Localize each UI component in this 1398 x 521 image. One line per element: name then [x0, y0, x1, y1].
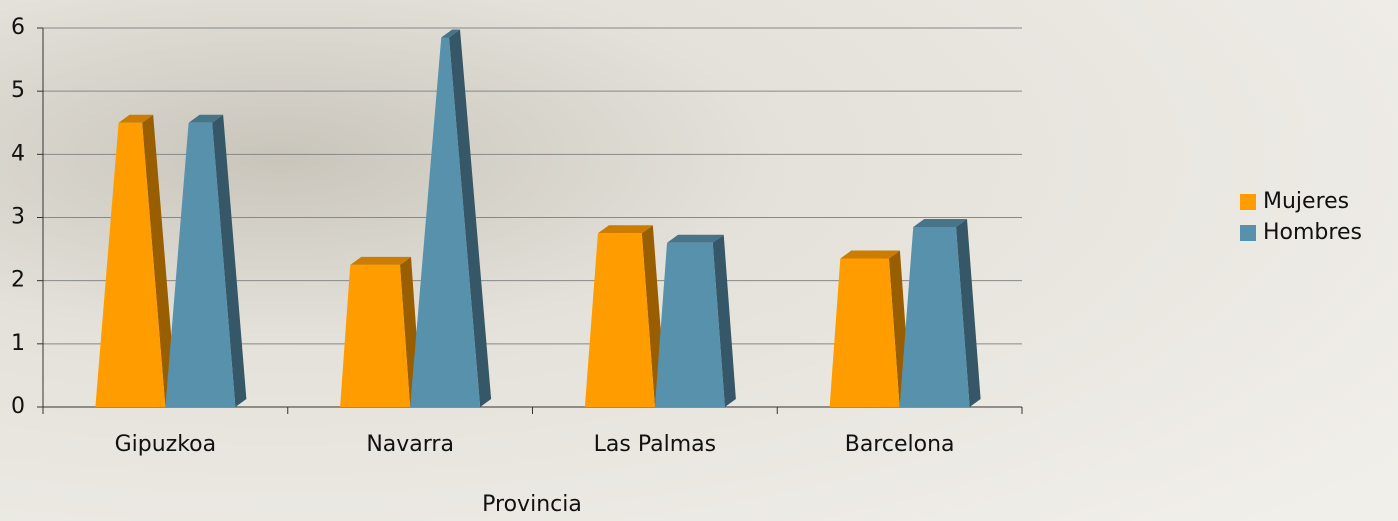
- bar-top: [441, 29, 460, 38]
- x-tick-label: Navarra: [366, 432, 454, 457]
- bar-top: [840, 250, 900, 259]
- bar-side: [712, 234, 736, 407]
- bar-side: [956, 218, 981, 407]
- y-tick-label: 5: [11, 78, 25, 103]
- y-tick-label: 2: [11, 268, 25, 293]
- bar: [165, 122, 236, 407]
- legend-swatch: [1240, 225, 1256, 241]
- bar-top: [667, 234, 724, 243]
- x-tick-label: Barcelona: [845, 432, 955, 457]
- legend-label: Mujeres: [1263, 189, 1349, 214]
- bar: [829, 258, 900, 407]
- legend-swatch: [1240, 194, 1256, 210]
- bar: [410, 37, 481, 407]
- bar: [899, 226, 970, 407]
- x-axis-title: Provincia: [482, 492, 582, 517]
- legend-label: Hombres: [1263, 220, 1362, 245]
- y-tick-label: 3: [11, 205, 25, 230]
- bar: [584, 233, 655, 407]
- y-tick-label: 1: [11, 331, 25, 356]
- y-tick-label: 0: [11, 394, 25, 419]
- bar-top: [913, 218, 967, 227]
- y-tick-label: 6: [11, 15, 25, 40]
- bar-side: [449, 29, 492, 407]
- bar-top: [118, 114, 154, 123]
- x-tick-label: Las Palmas: [594, 432, 716, 457]
- bar-top: [597, 225, 653, 234]
- bar-top: [350, 256, 411, 265]
- bar-side: [212, 114, 247, 407]
- bar-top: [188, 114, 224, 123]
- y-tick-label: 4: [11, 141, 25, 166]
- bar: [95, 122, 166, 407]
- bar: [654, 242, 725, 407]
- bar: [340, 264, 411, 407]
- x-tick-label: Gipuzkoa: [115, 432, 217, 457]
- bar-side: [142, 114, 177, 407]
